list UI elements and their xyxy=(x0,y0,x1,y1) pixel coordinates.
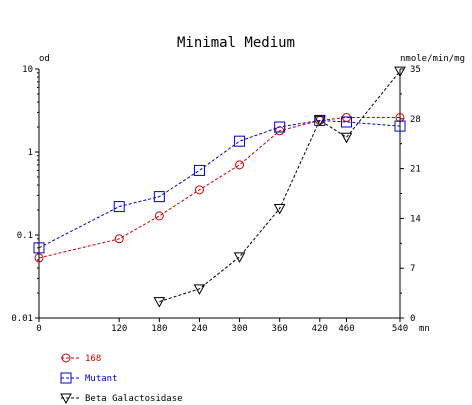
x-tick-label: 540 xyxy=(392,324,408,334)
data-point xyxy=(153,191,165,203)
x-tick-label: 0 xyxy=(36,324,41,334)
data-point xyxy=(193,164,205,176)
data-point xyxy=(154,211,164,221)
data-point xyxy=(340,132,353,144)
data-point xyxy=(394,120,406,132)
data-point xyxy=(313,115,326,127)
series-line xyxy=(159,70,401,303)
chart-title: Minimal Medium xyxy=(177,35,295,51)
x-tick-label: 120 xyxy=(111,324,127,334)
data-point xyxy=(341,116,353,128)
right-tick-label: 21 xyxy=(410,165,421,175)
legend-label: 168 xyxy=(85,354,101,364)
legend-label: Mutant xyxy=(85,374,118,384)
x-tick-label: 180 xyxy=(151,324,167,334)
left-tick-label: 0.01 xyxy=(11,314,33,324)
series-line xyxy=(38,119,401,249)
left-tick-label: 10 xyxy=(22,65,33,75)
x-tick-label: 300 xyxy=(231,324,247,334)
data-point xyxy=(234,135,246,147)
x-tick-label: 240 xyxy=(191,324,207,334)
left-tick-label: 0.1 xyxy=(17,231,33,241)
legend: 168 Mutant Beta Galactosidase xyxy=(60,353,183,405)
data-point xyxy=(235,160,245,170)
data-point xyxy=(193,284,206,295)
x-axis-unit: mn xyxy=(419,324,430,334)
left-tick-label: 1 xyxy=(28,148,33,158)
right-tick-label: 0 xyxy=(410,314,415,324)
legend-marker xyxy=(60,372,72,384)
data-point xyxy=(394,66,406,78)
series-line xyxy=(38,117,400,259)
x-tick-label: 360 xyxy=(272,324,288,334)
data-point xyxy=(153,297,166,308)
data-point xyxy=(34,253,44,263)
left-axis-label: od xyxy=(39,54,50,64)
data-point xyxy=(194,185,204,195)
x-tick-label: 460 xyxy=(338,324,354,334)
data-point xyxy=(273,203,286,215)
x-tick-label: 420 xyxy=(312,324,328,334)
right-tick-label: 35 xyxy=(410,65,421,75)
right-axis-label: nmole/min/mg xyxy=(400,54,465,64)
data-point xyxy=(113,201,125,213)
legend-marker xyxy=(60,393,72,405)
right-tick-label: 7 xyxy=(410,264,415,274)
data-point xyxy=(233,252,246,263)
series-plot-area xyxy=(33,66,406,308)
legend-marker xyxy=(61,353,71,363)
data-point xyxy=(342,113,352,123)
data-point xyxy=(33,242,45,254)
right-tick-label: 14 xyxy=(410,214,421,224)
right-tick-label: 28 xyxy=(410,115,421,125)
data-point xyxy=(114,234,124,244)
legend-label: Beta Galactosidase xyxy=(85,394,183,404)
data-point xyxy=(274,121,286,133)
axes: 0 120 180 240 300 360 420 460 540 0.01 0.1 1 10 0 7 14 2… xyxy=(11,65,421,334)
